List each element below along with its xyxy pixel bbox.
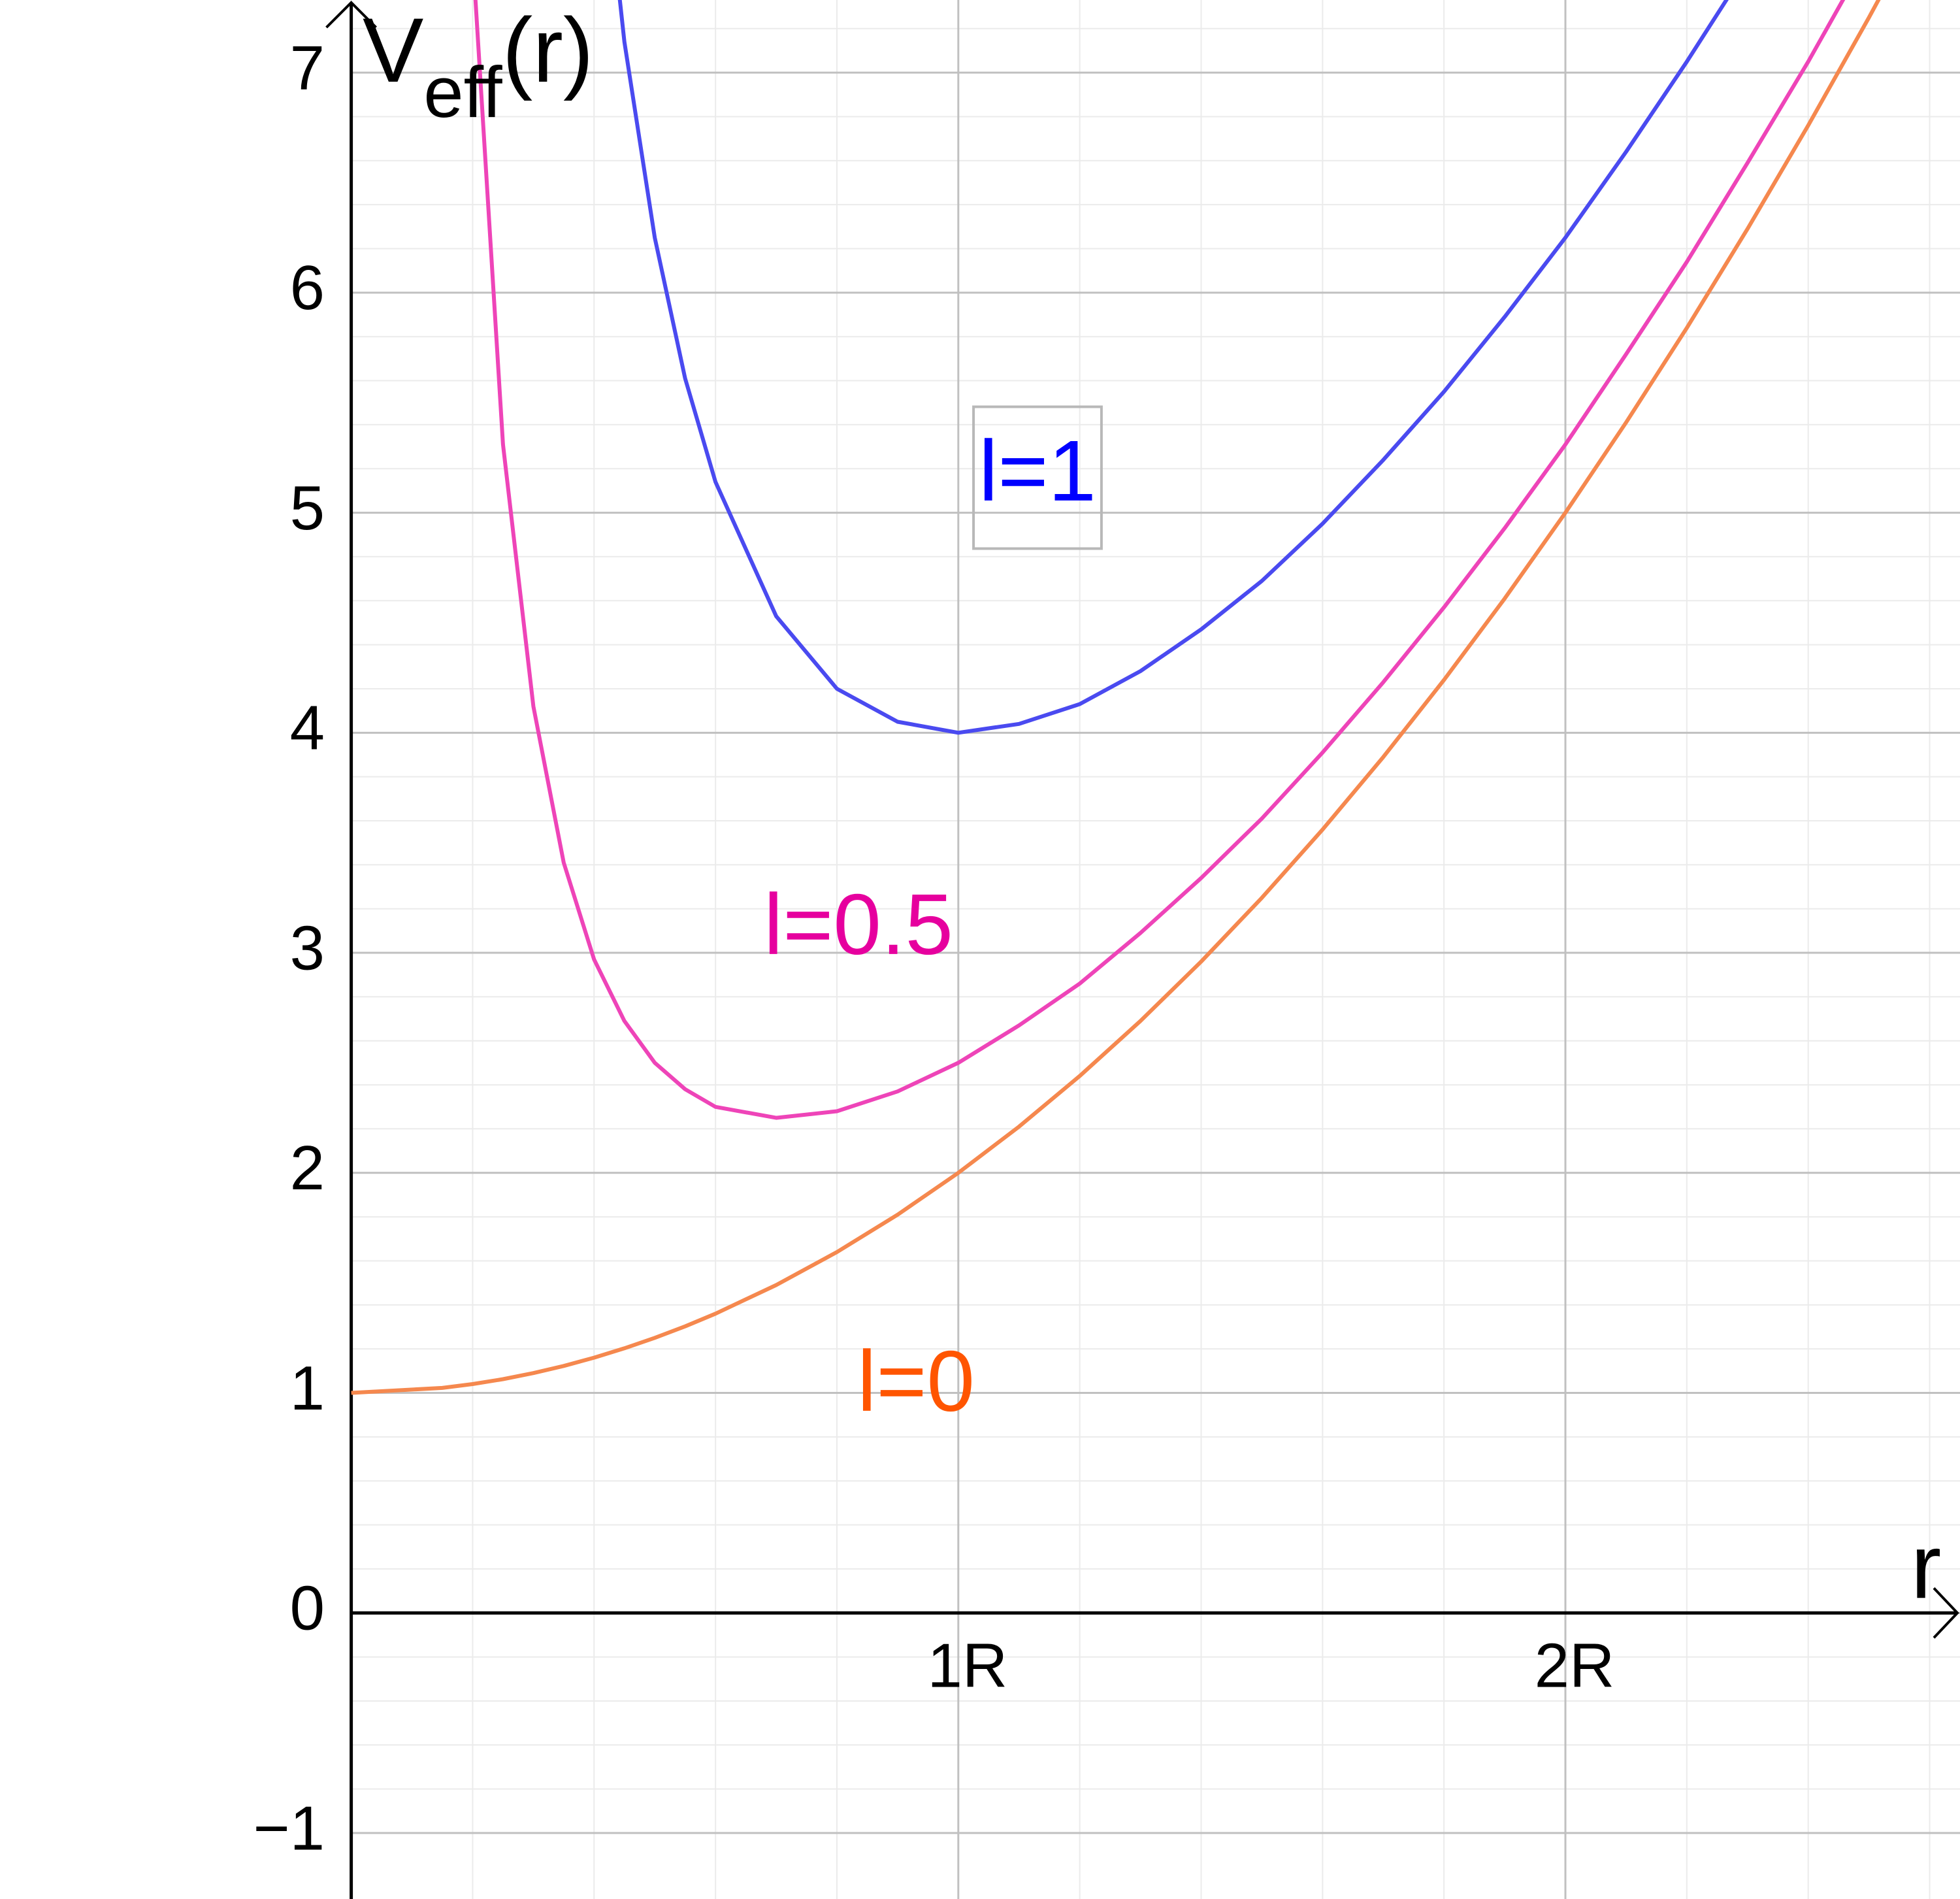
series-label: l=0 <box>857 1333 975 1429</box>
y-tick-label: 1 <box>290 1353 325 1423</box>
plot-area <box>351 0 1881 1395</box>
y-tick-label: 3 <box>290 913 325 983</box>
y-tick-label: 6 <box>290 253 325 323</box>
y-tick-label: −1 <box>253 1793 325 1863</box>
y-axis-label-part: eff <box>423 52 502 133</box>
x-axis-label: r <box>1911 1515 1942 1617</box>
y-tick-label: 0 <box>290 1574 325 1643</box>
y-axis-label-part: (r) <box>502 0 594 101</box>
curve <box>617 0 1729 735</box>
x-tick-label: 2R <box>1535 1631 1615 1701</box>
y-tick-label: 5 <box>290 473 325 543</box>
y-axis-label-part: V <box>363 0 423 101</box>
y-tick-label: 4 <box>290 693 325 763</box>
series-label: l=0.5 <box>764 876 953 972</box>
label-box <box>972 405 1103 550</box>
y-tick-label: 7 <box>290 33 325 103</box>
x-axis-arrow <box>1933 1587 1959 1639</box>
curve <box>473 0 1846 1120</box>
series-label: l=1 <box>979 423 1096 519</box>
y-axis-arrow <box>325 1 378 29</box>
curve <box>351 0 1881 1395</box>
y-tick-label: 2 <box>290 1133 325 1203</box>
x-tick-label: 1R <box>927 1631 1007 1701</box>
y-axis-label: Veff(r) <box>363 0 594 133</box>
